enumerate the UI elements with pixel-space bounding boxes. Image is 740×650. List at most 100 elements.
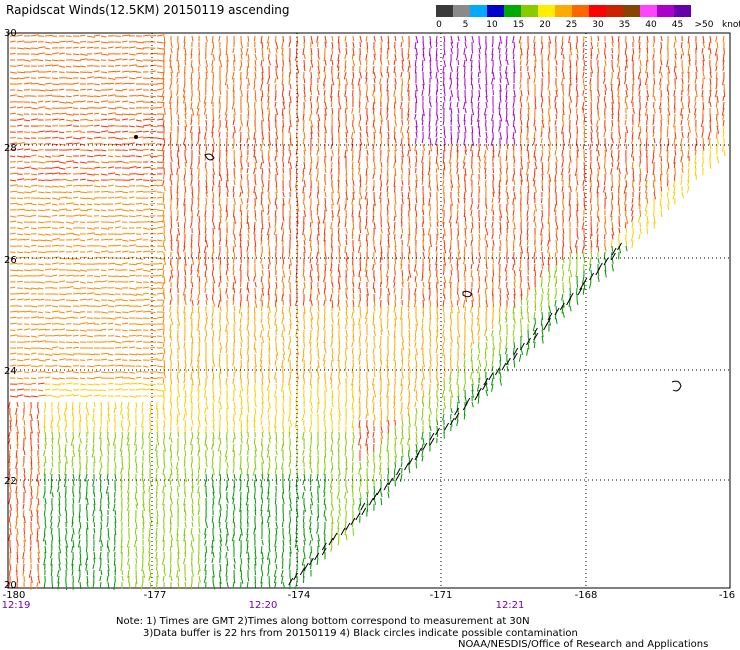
wind-barb	[23, 353, 30, 356]
wind-barb	[23, 47, 32, 50]
wind-barb	[246, 323, 249, 331]
wind-barb	[205, 167, 208, 175]
wind-barb	[456, 77, 459, 85]
wind-barb	[365, 35, 368, 42]
wind-barb	[513, 281, 516, 288]
wind-barb	[435, 347, 438, 354]
wind-barb	[596, 119, 599, 127]
wind-barb	[121, 76, 128, 79]
wind-barb	[274, 221, 277, 228]
wind-barb	[373, 161, 376, 169]
wind-barb	[589, 185, 592, 193]
wind-barb	[170, 77, 172, 85]
wind-barb	[323, 311, 326, 320]
wind-barb	[660, 59, 663, 66]
wind-barb	[204, 227, 207, 234]
wind-barb	[380, 59, 383, 66]
wind-barb	[485, 95, 488, 103]
wind-barb	[198, 287, 201, 295]
wind-barb	[268, 71, 271, 79]
wind-barb	[443, 131, 446, 139]
wind-barb	[44, 323, 51, 325]
wind-barb	[596, 125, 599, 133]
wind-barb	[576, 203, 579, 212]
wind-barb	[16, 47, 25, 50]
wind-barb	[93, 70, 100, 73]
wind-barb	[296, 317, 299, 324]
wind-barb	[471, 107, 475, 116]
wind-barb	[499, 221, 502, 230]
wind-barb	[149, 118, 155, 121]
wind-barb	[163, 341, 165, 348]
wind-barb	[30, 323, 39, 326]
wind-barb	[191, 257, 195, 265]
wind-barb	[345, 167, 348, 176]
wind-barb	[337, 263, 340, 272]
wind-barb	[254, 293, 257, 300]
wind-barb	[611, 137, 614, 144]
wind-barb	[547, 155, 550, 162]
wind-barb	[569, 245, 573, 254]
wind-barb	[289, 269, 291, 276]
wind-barb	[161, 143, 165, 152]
wind-barb	[205, 59, 208, 67]
wind-barb	[435, 239, 438, 246]
wind-barb	[295, 329, 298, 337]
wind-barb	[590, 35, 593, 42]
wind-barb	[519, 131, 522, 139]
wind-barb	[590, 197, 592, 204]
wind-barb	[163, 35, 166, 44]
wind-barb	[260, 239, 263, 246]
wind-barb	[156, 316, 165, 319]
wind-barb	[72, 292, 81, 295]
wind-barb	[429, 59, 431, 66]
wind-barb	[469, 305, 473, 313]
wind-barb	[611, 41, 614, 48]
wind-barb	[436, 215, 439, 223]
wind-barb	[366, 239, 369, 247]
wind-barb	[610, 149, 613, 158]
wind-barb	[86, 335, 94, 338]
wind-barb	[282, 161, 285, 168]
wind-barb	[477, 287, 480, 294]
wind-barb	[512, 35, 515, 43]
wind-barb	[156, 287, 163, 289]
wind-barb	[261, 77, 263, 85]
wind-barb	[72, 262, 81, 265]
wind-barb	[394, 317, 397, 326]
wind-barb	[379, 155, 382, 162]
wind-barb	[646, 71, 649, 79]
wind-barb	[457, 191, 460, 198]
wind-barb	[344, 35, 347, 42]
wind-barb	[190, 113, 193, 121]
wind-barb	[196, 269, 200, 278]
wind-barb	[400, 263, 403, 270]
wind-barb	[638, 83, 641, 90]
wind-barb	[456, 233, 459, 240]
wind-barb	[588, 263, 592, 271]
wind-barb	[520, 329, 523, 338]
wind-barb	[275, 275, 278, 282]
wind-barb	[114, 58, 122, 61]
wind-barb	[429, 101, 432, 108]
wind-barb	[162, 149, 165, 157]
wind-barb	[604, 41, 607, 48]
wind-barb	[519, 257, 522, 264]
wind-barb	[561, 125, 564, 134]
wind-barb	[289, 227, 292, 234]
wind-barb	[694, 95, 697, 102]
wind-barb	[644, 107, 648, 116]
wind-barb	[226, 245, 229, 253]
wind-barb	[533, 149, 536, 158]
wind-barb	[204, 281, 207, 288]
wind-barb	[170, 41, 173, 49]
wind-barb	[427, 275, 431, 284]
wind-barb	[660, 41, 663, 49]
wind-barb	[37, 106, 46, 109]
wind-barb	[408, 155, 411, 163]
wind-barb	[443, 317, 446, 324]
wind-barb	[541, 173, 544, 181]
wind-barb	[667, 203, 669, 210]
wind-barb	[372, 89, 375, 97]
wind-barb	[450, 197, 453, 206]
